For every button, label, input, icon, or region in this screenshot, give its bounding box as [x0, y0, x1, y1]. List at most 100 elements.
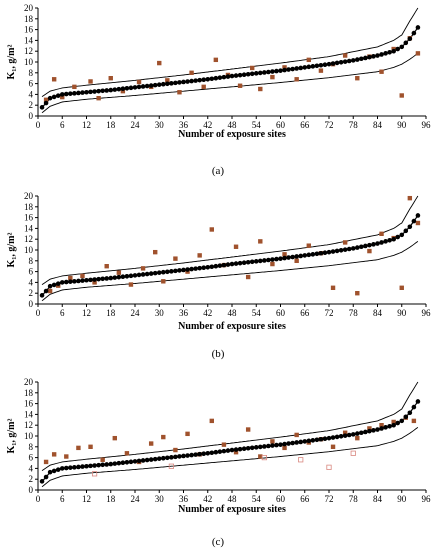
- ranked-point: [322, 250, 328, 255]
- x-axis-label: Number of exposure sites: [178, 129, 286, 140]
- x-tick-label: 12: [82, 308, 91, 318]
- y-tick-label: 14: [24, 35, 34, 45]
- comparison-point: [153, 249, 158, 255]
- ranked-point: [229, 261, 235, 267]
- ranked-point: [112, 87, 118, 92]
- ranked-point: [59, 92, 65, 97]
- y-axis-label: K₁, g/m²: [6, 45, 17, 80]
- ranked-point: [225, 262, 231, 267]
- ranked-point: [274, 68, 279, 74]
- comparison-point: [415, 51, 421, 56]
- ranked-point: [140, 458, 146, 463]
- ranked-point: [39, 105, 45, 110]
- y-tick-label: 18: [24, 14, 34, 24]
- ranked-point: [132, 85, 138, 90]
- x-tick-label: 42: [203, 494, 212, 504]
- ranked-point: [407, 410, 413, 416]
- ranked-point: [314, 251, 320, 257]
- comparison-point: [367, 426, 372, 431]
- ranked-point: [326, 435, 332, 441]
- comparison-point: [72, 84, 77, 90]
- ranked-point: [290, 66, 295, 72]
- ranked-point: [39, 479, 45, 484]
- upper-bound-line: [41, 195, 419, 285]
- ranked-point: [47, 469, 53, 475]
- ranked-point: [379, 426, 384, 431]
- ranked-point: [318, 436, 324, 442]
- comparison-point: [306, 243, 311, 248]
- ranked-point: [128, 459, 134, 465]
- ranked-point: [391, 236, 396, 242]
- comparison-point: [233, 450, 239, 455]
- ranked-point: [326, 249, 332, 255]
- ranked-point: [415, 213, 421, 218]
- ranked-point: [330, 249, 336, 254]
- ranked-point: [253, 445, 259, 450]
- ranked-point: [144, 457, 150, 463]
- panel-caption: (b): [212, 348, 225, 360]
- x-tick-label: 96: [422, 308, 432, 318]
- ranked-point: [257, 70, 263, 76]
- ranked-point: [100, 88, 105, 94]
- x-tick-label: 12: [82, 494, 91, 504]
- y-tick-label: 4: [29, 89, 34, 99]
- comparison-point: [294, 258, 299, 263]
- ranked-point: [144, 83, 150, 89]
- y-axis-label: K₁, g/m²: [6, 233, 17, 268]
- x-tick-label: 30: [155, 494, 165, 504]
- ranked-point: [124, 459, 130, 465]
- ranked-point: [383, 425, 388, 430]
- comparison-point: [161, 434, 166, 440]
- ranked-point: [302, 253, 308, 258]
- ranked-point: [245, 445, 251, 451]
- ranked-point: [59, 280, 65, 285]
- comparison-point: [355, 291, 360, 296]
- x-tick-label: 72: [325, 308, 334, 318]
- x-tick-label: 54: [252, 494, 262, 504]
- comparison-point: [108, 76, 113, 81]
- ranked-point: [391, 422, 396, 428]
- comparison-point: [270, 261, 275, 267]
- ranked-point: [262, 444, 267, 449]
- ranked-point: [387, 423, 392, 429]
- ranked-point: [237, 260, 243, 266]
- ranked-point: [59, 466, 65, 471]
- ranked-point: [371, 54, 376, 59]
- ranked-point: [189, 266, 194, 272]
- ranked-point: [165, 81, 170, 87]
- ranked-point: [241, 446, 247, 451]
- ranked-point: [68, 91, 73, 96]
- comparison-point: [306, 57, 311, 63]
- ranked-point: [128, 273, 134, 279]
- ranked-point: [245, 259, 251, 265]
- ranked-point: [80, 464, 85, 469]
- y-tick-label: 6: [29, 79, 34, 89]
- x-axis-label: Number of exposure sites: [178, 504, 286, 515]
- ranked-point: [128, 85, 134, 91]
- y-tick-label: 20: [24, 3, 34, 13]
- x-tick-label: 72: [325, 494, 334, 504]
- ranked-point: [354, 245, 360, 250]
- ranked-point: [314, 63, 320, 69]
- ranked-point: [160, 269, 166, 275]
- x-tick-label: 24: [131, 308, 141, 318]
- x-tick-label: 42: [203, 120, 212, 130]
- comparison-point: [391, 419, 396, 425]
- comparison-point: [245, 427, 251, 432]
- ranked-point: [148, 271, 154, 276]
- ranked-point: [270, 443, 275, 448]
- ranked-point: [338, 247, 344, 253]
- y-tick-label: 4: [29, 463, 34, 473]
- comparison-point: [294, 77, 299, 82]
- ranked-point: [306, 252, 312, 258]
- ranked-point: [209, 264, 215, 270]
- ranked-point: [92, 463, 97, 468]
- comparison-point: [185, 431, 190, 437]
- x-tick-label: 36: [179, 494, 189, 504]
- ranked-line-line: [41, 27, 419, 108]
- ranked-point: [205, 76, 211, 82]
- comparison-point: [88, 444, 93, 449]
- comparison-point: [112, 435, 117, 441]
- ranked-point: [298, 65, 304, 71]
